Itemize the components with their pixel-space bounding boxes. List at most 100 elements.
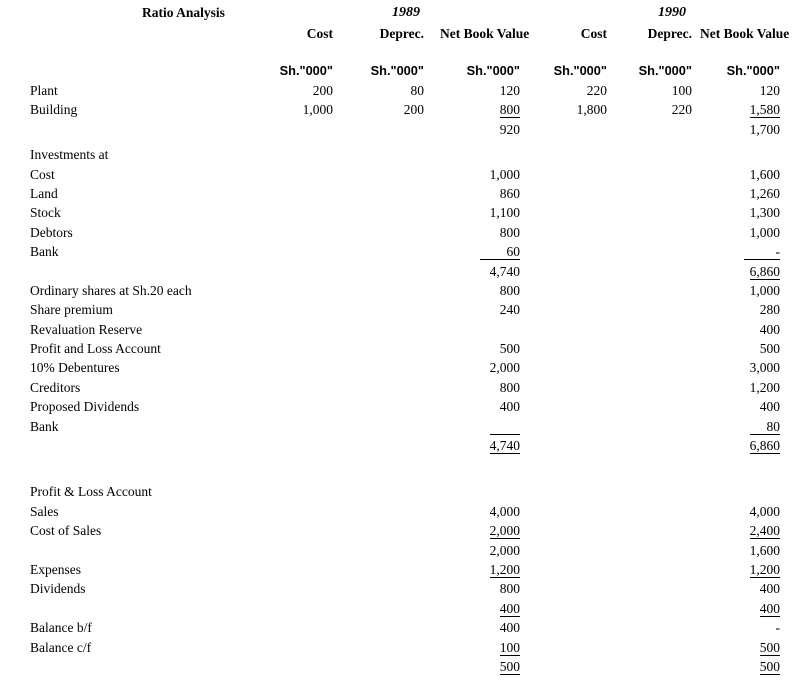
underlined-value: 1,580	[749, 102, 780, 119]
row-label: Balance b/f	[30, 620, 92, 636]
table-row: Ordinary shares at Sh.20 each 800 1,000	[30, 281, 780, 300]
row-label: Profit & Loss Account	[30, 484, 152, 500]
cell-1989-nbv: 2,000	[424, 521, 520, 540]
row-label: Stock	[30, 205, 61, 221]
underlined-value: 500	[759, 658, 780, 675]
table-row: Stock 1,100 1,300	[30, 203, 780, 222]
table-row: Expenses 1,200 1,200	[30, 560, 780, 579]
col-header-1989-deprec: Deprec.	[379, 26, 424, 41]
row-label: Debtors	[30, 224, 73, 240]
underlined-value: 1,200	[749, 561, 780, 578]
underlined-value: 400	[759, 600, 780, 617]
row-label: Investments at	[30, 147, 109, 163]
unit-1989-cost: Sh."000"	[279, 63, 333, 78]
underlined-value: 800	[499, 102, 520, 119]
col-header-1989-nbv-text: Net Book Value	[440, 26, 530, 41]
cell-1990-nbv: -	[775, 620, 781, 636]
row-label: Revaluation Reserve	[30, 321, 143, 337]
unit-1989-deprec: Sh."000"	[370, 63, 424, 78]
row-label: Cost	[30, 166, 55, 182]
cell-1990-nbv: 400	[759, 321, 780, 337]
cell-1989-nbv: 2,000	[489, 542, 520, 558]
cell-1990-nbv: 3,000	[749, 360, 780, 376]
row-label: Bank	[30, 418, 59, 434]
cell-1989-deprec: 200	[403, 102, 424, 118]
cell-1989-nbv: 240	[499, 302, 520, 318]
cell-1990-nbv: 1,200	[692, 560, 780, 579]
cell-1990-nbv: 6,860	[692, 436, 780, 455]
cell-1989-nbv: 120	[499, 83, 520, 98]
table-row: Bank 60 -	[30, 242, 780, 261]
row-label: Bank	[30, 244, 59, 260]
cell-1989-nbv: 100	[424, 638, 520, 657]
cell-1989-nbv: 400	[499, 399, 520, 415]
table-row: Debtors 800 1,000	[30, 223, 780, 242]
table-row: 10% Debentures 2,000 3,000	[30, 358, 780, 377]
table-row: 2,000 1,600	[30, 541, 780, 560]
underlined-value: 2,400	[749, 523, 780, 540]
row-label: Balance c/f	[30, 639, 92, 655]
table-row: Profit & Loss Account	[30, 482, 780, 501]
table-row: Proposed Dividends 400 400	[30, 397, 780, 416]
underlined-value: 500	[759, 639, 780, 656]
cell-1989-nbv: 4,740	[489, 263, 520, 279]
underlined-value: 80	[750, 419, 780, 435]
cell-1990-nbv: 6,860	[692, 262, 780, 281]
table-row: Creditors 800 1,200	[30, 378, 780, 397]
cell-1990-nbv: 500	[759, 341, 780, 357]
cell-1990-nbv: 1,260	[749, 185, 780, 201]
cell-1990-cost: 1,800	[576, 102, 607, 118]
row-label: 10% Debentures	[30, 360, 120, 376]
cell-1990-nbv: 1,600	[749, 166, 780, 182]
cell-1990-nbv: 1,000	[749, 224, 780, 240]
table-row: 400 400	[30, 599, 780, 618]
row-label: Share premium	[30, 302, 113, 318]
table-body: Plant 200 80 120 220 100 120 Building 1,000 200 80…	[0, 81, 800, 676]
table-row: 4,740 6,860	[30, 436, 780, 455]
cell-1990-nbv: 1,300	[749, 205, 780, 221]
cell-1990-nbv: 120	[759, 83, 780, 98]
cell-1989-nbv: 1,000	[489, 166, 520, 182]
row-label: Proposed Dividends	[30, 399, 140, 415]
cell-1989-nbv: 400	[499, 620, 520, 636]
cell-1989-nbv: 800	[499, 581, 520, 597]
underlined-value: 6,860	[749, 438, 780, 455]
row-label: Sales	[30, 503, 59, 519]
table-row: 4,740 6,860	[30, 262, 780, 281]
underlined-value: 500	[499, 658, 520, 675]
cell-1989-nbv: 800	[499, 379, 520, 395]
year-1989-label: 1989	[392, 5, 420, 20]
underlined-value: -	[744, 244, 780, 261]
col-header-1990-cost: Cost	[580, 26, 607, 41]
cell-1989-nbv: 800	[499, 224, 520, 240]
cell-1989-nbv: 60	[424, 242, 520, 261]
cell-1989-nbv: 4,000	[489, 503, 520, 519]
underlined-value	[490, 419, 520, 435]
row-label: Ordinary shares at Sh.20 each	[30, 282, 192, 298]
table-row: Investments at	[30, 145, 780, 164]
cell-1990-nbv: 400	[692, 599, 780, 618]
table-row: Balance b/f 400 -	[30, 618, 780, 637]
cell-1990-nbv: 280	[759, 302, 780, 318]
cell-1990-cost: 220	[586, 83, 607, 98]
underlined-value: 6,860	[749, 263, 780, 280]
underlined-value: 4,740	[489, 438, 520, 455]
underlined-value: 100	[499, 639, 520, 656]
underlined-value: 2,000	[489, 523, 520, 540]
table-row: Bank 80	[30, 417, 780, 436]
cell-1990-nbv: 500	[692, 657, 780, 676]
col-header-1990-nbv: Net Book Value	[692, 25, 789, 43]
row-label: Building	[30, 102, 78, 118]
underlined-value: 60	[480, 244, 520, 261]
cell-1990-nbv: 1,000	[749, 282, 780, 298]
unit-1989-nbv: Sh."000"	[466, 63, 520, 78]
cell-1989-nbv: 800	[424, 100, 520, 119]
cell-1989-nbv: 4,740	[424, 436, 520, 455]
cell-1990-nbv: 1,200	[749, 379, 780, 395]
cell-1990-deprec: 100	[671, 83, 692, 98]
row-label: Plant	[30, 83, 58, 98]
cell-1989-nbv: 920	[499, 121, 520, 137]
unit-1990-deprec: Sh."000"	[638, 63, 692, 78]
cell-1989-nbv: 2,000	[489, 360, 520, 376]
cell-1990-nbv: 500	[692, 638, 780, 657]
